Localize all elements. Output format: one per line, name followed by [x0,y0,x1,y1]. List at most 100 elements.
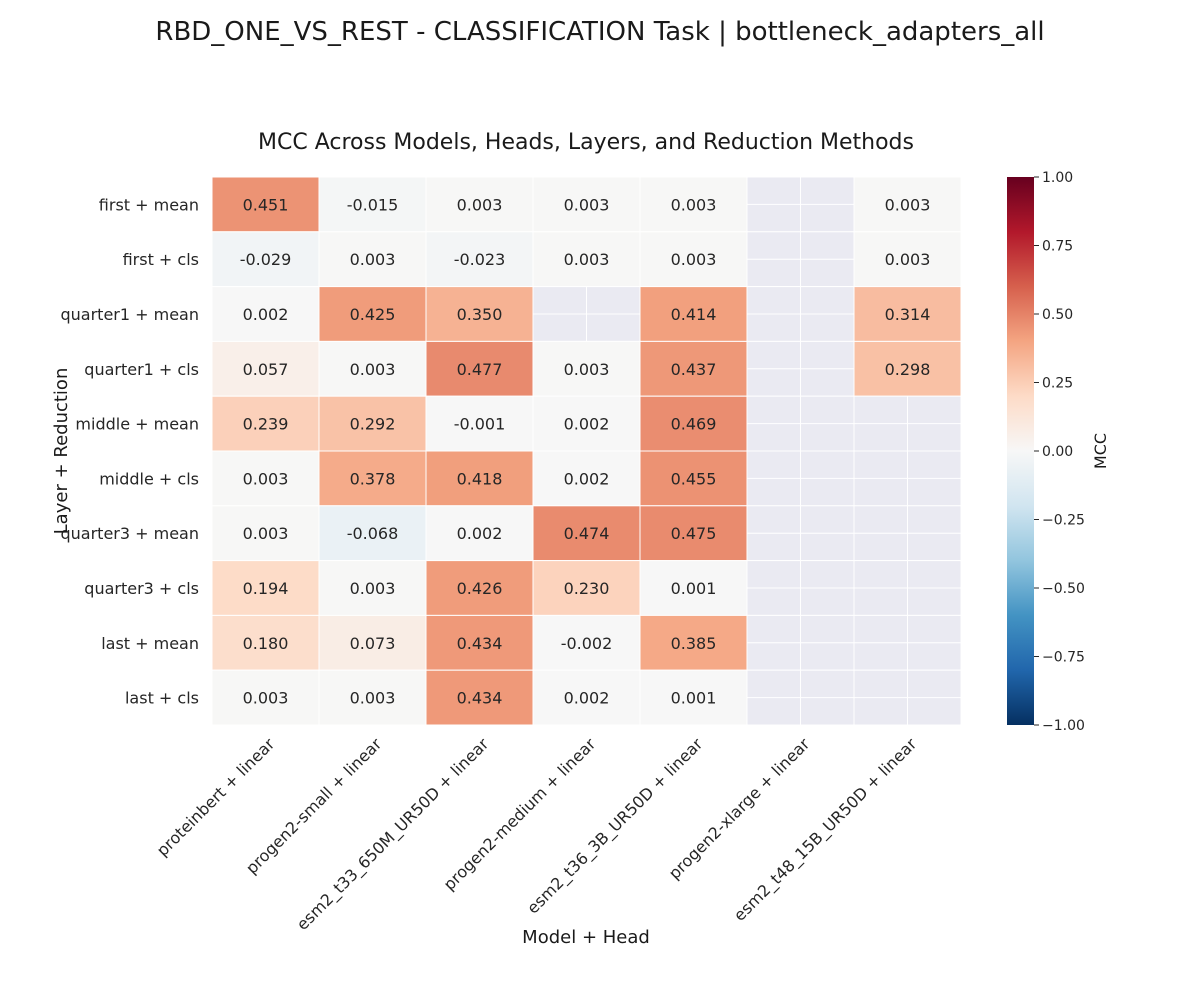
heatmap-cell [425,231,534,288]
heatmap-cell [211,505,320,562]
heatmap-cell [532,614,641,671]
y-tick-label: last + mean [101,634,199,653]
heatmap-cell [425,176,534,233]
cell-value-label: 0.434 [457,634,503,653]
heatmap-cell [639,176,748,233]
heatmap-cell [211,669,320,726]
figure-suptitle: RBD_ONE_VS_REST - CLASSIFICATION Task | … [155,17,1044,47]
heatmap-cell [532,669,641,726]
cell-value-label: 0.002 [457,524,503,543]
heatmap-cell [532,231,641,288]
cell-value-label: 0.002 [564,469,610,488]
cell-value-label: 0.003 [564,360,610,379]
cell-value-label: 0.298 [885,360,931,379]
cell-value-label: 0.003 [350,360,396,379]
cell-value-label: -0.023 [454,250,506,269]
y-tick-label: first + mean [99,195,199,214]
cell-value-label: 0.073 [350,634,396,653]
x-tick-label: esm2_t48_15B_UR50D + linear [730,734,921,925]
cell-value-label: 0.003 [564,195,610,214]
heatmap-cell [318,614,427,671]
heatmap-cell [639,231,748,288]
heatmap-cell [853,286,962,342]
cell-value-label: 0.003 [243,524,289,543]
cell-value-label: 0.474 [564,524,610,543]
heatmap-cell [532,176,641,233]
heatmap-cell [425,560,534,616]
heatmap-cell [639,340,748,397]
cell-value-label: 0.292 [350,415,396,434]
cell-value-label: 0.414 [671,305,717,324]
cell-value-label: 0.425 [350,305,396,324]
cell-value-label: 0.437 [671,360,717,379]
cell-value-label: 0.350 [457,305,503,324]
colorbar-tick-label: 1.00 [1042,170,1073,186]
colorbar-tick-label: 0.00 [1042,444,1073,460]
cell-value-label: 0.001 [671,579,717,598]
cell-value-label: 0.194 [243,579,289,598]
heatmap-cell [853,176,962,233]
heatmap-cell [532,560,641,616]
y-tick-label: middle + mean [75,415,199,434]
cell-value-label: -0.001 [454,415,506,434]
cell-value-label: 0.230 [564,579,610,598]
heatmap-cell [639,614,748,671]
cell-value-label: 0.003 [885,195,931,214]
cell-value-label: -0.015 [347,195,399,214]
cell-value-label: 0.057 [243,360,289,379]
y-tick-label: quarter1 + cls [84,360,199,379]
cell-value-label: 0.003 [350,579,396,598]
colorbar-tick-label: 0.25 [1042,376,1073,392]
heatmap-cell [318,176,427,233]
heatmap-cell [532,340,641,397]
y-tick-label: first + cls [123,250,199,269]
heatmap-cell [211,176,320,233]
heatmap-cells: 0.451 -0.015 0.003 0.003 0.003 0.003 -0.029 0.0… [211,176,962,726]
colorbar: 1.00 0.75 0.50 0.25 0.00 −0.25 −0.50 −0.75 −1.00 [1007,170,1085,734]
heatmap-cell [318,505,427,562]
cell-value-label: 0.003 [564,250,610,269]
colorbar-tick-label: −0.25 [1042,513,1085,529]
cell-value-label: 0.451 [243,195,289,214]
cell-value-label: 0.434 [457,689,503,708]
y-tick-label: last + cls [125,689,199,708]
colorbar-tick-label: −0.50 [1042,581,1085,597]
cell-value-label: 0.003 [243,689,289,708]
cell-value-label: -0.029 [240,250,292,269]
heatmap-cell [318,395,427,452]
cell-value-label: 0.003 [243,469,289,488]
heatmap-cell [425,505,534,562]
colorbar-gradient [1007,177,1034,725]
heatmap-cell [318,669,427,726]
heatmap-cell [211,560,320,616]
cell-value-label: 0.314 [885,305,931,324]
colorbar-tick-label: 0.50 [1042,307,1073,323]
cell-value-label: 0.003 [350,250,396,269]
heatmap-cell [853,231,962,288]
chart-title: MCC Across Models, Heads, Layers, and Re… [258,130,914,155]
heatmap-cell [639,505,748,562]
cell-value-label: 0.003 [457,195,503,214]
colorbar-tick-label: −0.75 [1042,650,1085,666]
heatmap-cell [425,669,534,726]
y-tick-label: quarter3 + cls [84,579,199,598]
colorbar-tick-label: −1.00 [1042,718,1085,734]
y-axis-label: Layer + Reduction [51,368,72,535]
missing-cell-border [853,669,962,726]
cell-value-label: 0.385 [671,634,717,653]
colorbar-label: MCC [1091,433,1110,469]
cell-value-label: 0.455 [671,469,717,488]
heatmap-cell [318,340,427,397]
x-tick-label: esm2_t36_3B_UR50D + linear [523,734,707,918]
cell-value-label: 0.002 [243,305,289,324]
cell-value-label: 0.001 [671,689,717,708]
y-tick-label: middle + cls [99,469,199,488]
heatmap-cell [639,395,748,452]
cell-value-label: 0.239 [243,415,289,434]
y-tick-labels: first + mean first + cls quarter1 + mean qu… [60,195,199,707]
cell-value-label: 0.469 [671,415,717,434]
heatmap-cell [639,669,748,726]
cell-value-label: 0.180 [243,634,289,653]
